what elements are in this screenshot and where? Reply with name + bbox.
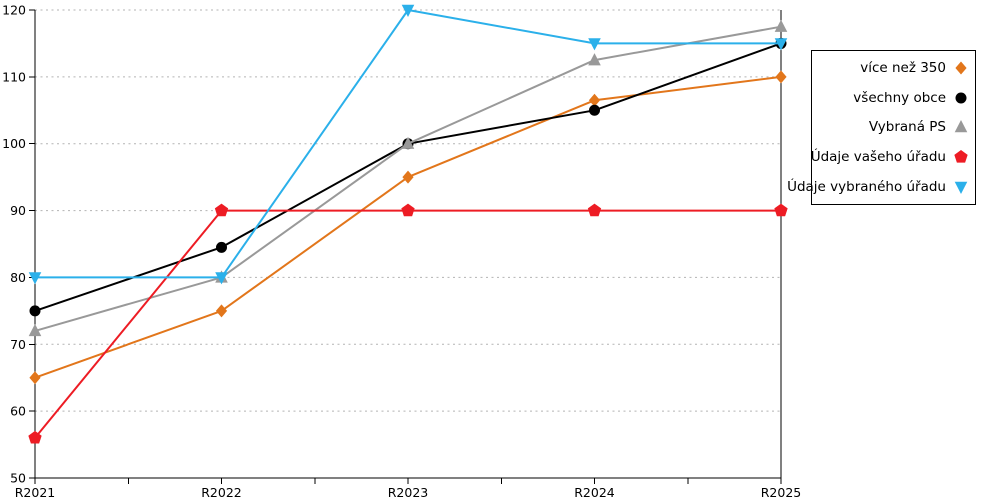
triangle-up-marker-icon [28,323,42,337]
diamond-marker-icon [588,93,601,107]
pentagon-marker-icon [954,150,968,163]
diamond-marker-icon [775,70,787,84]
x-tick-label: R2024 [574,485,615,500]
y-tick-label: 120 [2,3,26,18]
legend-label: Vybraná PS [868,119,946,136]
y-tick-label: 70 [10,337,26,352]
pentagon-marker-icon [587,203,602,217]
legend-item-vice-nez-350: více než 350 [816,53,969,83]
triangle-down-marker-icon [401,4,415,17]
triangle-down-marker-icon [954,181,968,195]
pentagon-marker-icon [28,430,42,444]
triangle-down-marker-icon [954,181,968,195]
triangle-down-marker-icon [28,272,42,285]
legend-item-vsechny-obce: všechny obce [816,83,969,113]
triangle-down-marker-icon [215,272,228,285]
axis-labels: 50 60 70 80 90 100 110 120 R2021 R2022 R2023 R2024 R… [2,3,801,501]
axes [29,9,782,484]
circle-marker-icon [216,241,227,253]
legend-label: více než 350 [860,59,946,76]
pentagon-marker-icon [214,203,229,217]
y-tick-label: 80 [10,270,26,285]
x-tick-label: R2025 [761,485,802,500]
circle-marker-icon [955,92,967,104]
series-vice-nez-350 [29,70,787,385]
triangle-up-marker-icon [588,53,601,66]
triangle-up-marker-icon [954,120,968,133]
y-tick-label: 50 [10,471,26,486]
x-tick-label: R2022 [201,485,242,500]
x-tick-label: R2021 [15,485,56,500]
circle-marker-icon [955,92,967,104]
legend-label: všechny obce [853,89,946,106]
series-udaje-vaseho-uradu [28,203,788,444]
y-tick-label: 100 [2,136,26,151]
series-udaje-vybraneho-uradu [28,4,788,285]
diamond-marker-icon [955,61,967,75]
legend-item-vybrana-ps: Vybraná PS [816,113,969,143]
triangle-up-marker-icon [774,19,788,32]
diamond-marker-icon [955,61,967,75]
y-tick-label: 60 [10,404,26,419]
chart-legend: více než 350 všechny obce Vybraná PS Údaje … [787,50,976,205]
y-tick-label: 110 [2,69,26,84]
legend-item-udaje-vaseho-uradu: Údaje vašeho úřadu [811,142,969,172]
triangle-up-marker-icon [954,120,968,133]
pentagon-marker-icon [401,203,415,217]
x-tick-label: R2023 [388,485,429,500]
legend-item-udaje-vybraneho-uradu: Údaje vybraného úřadu [787,172,969,202]
circle-marker-icon [589,104,600,116]
circle-marker-icon [29,305,41,317]
diamond-marker-icon [402,170,414,184]
triangle-up-marker-icon [401,136,415,149]
y-tick-label: 90 [10,203,26,218]
triangle-down-marker-icon [774,38,788,51]
pentagon-marker-icon [774,203,788,217]
diamond-marker-icon [215,304,228,318]
diamond-marker-icon [29,371,41,385]
legend-label: Údaje vašeho úřadu [810,149,946,166]
pentagon-marker-icon [954,150,968,163]
triangle-down-marker-icon [588,38,601,51]
legend-label: Údaje vybraného úřadu [787,179,946,196]
